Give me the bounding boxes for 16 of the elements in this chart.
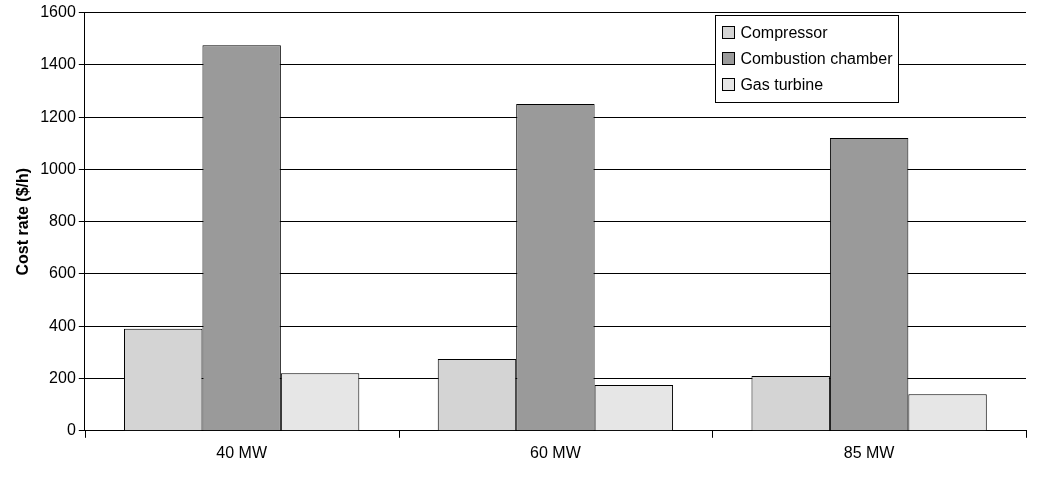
y-tick-label: 1600 — [40, 3, 76, 21]
y-tick-label: 600 — [49, 264, 76, 282]
x-tick-label: 85 MW — [843, 443, 896, 461]
y-tick-label: 1200 — [40, 107, 76, 125]
y-tick-label: 1000 — [40, 159, 76, 177]
y-tick-label: 1400 — [40, 55, 76, 73]
x-tick-label: 60 MW — [530, 443, 582, 461]
legend-label: Gas turbine — [739, 74, 825, 95]
x-tick-label: 40 MW — [216, 443, 268, 461]
y-tick-label: 200 — [49, 368, 76, 386]
y-tick-label: 0 — [66, 421, 76, 439]
legend-label: Combustion chamber — [739, 48, 893, 69]
y-tick-label: 800 — [49, 212, 76, 230]
legend-label: Compressor — [739, 22, 829, 43]
y-axis-title: Cost rate ($/h) — [14, 167, 32, 276]
y-tick-label: 400 — [49, 316, 76, 334]
